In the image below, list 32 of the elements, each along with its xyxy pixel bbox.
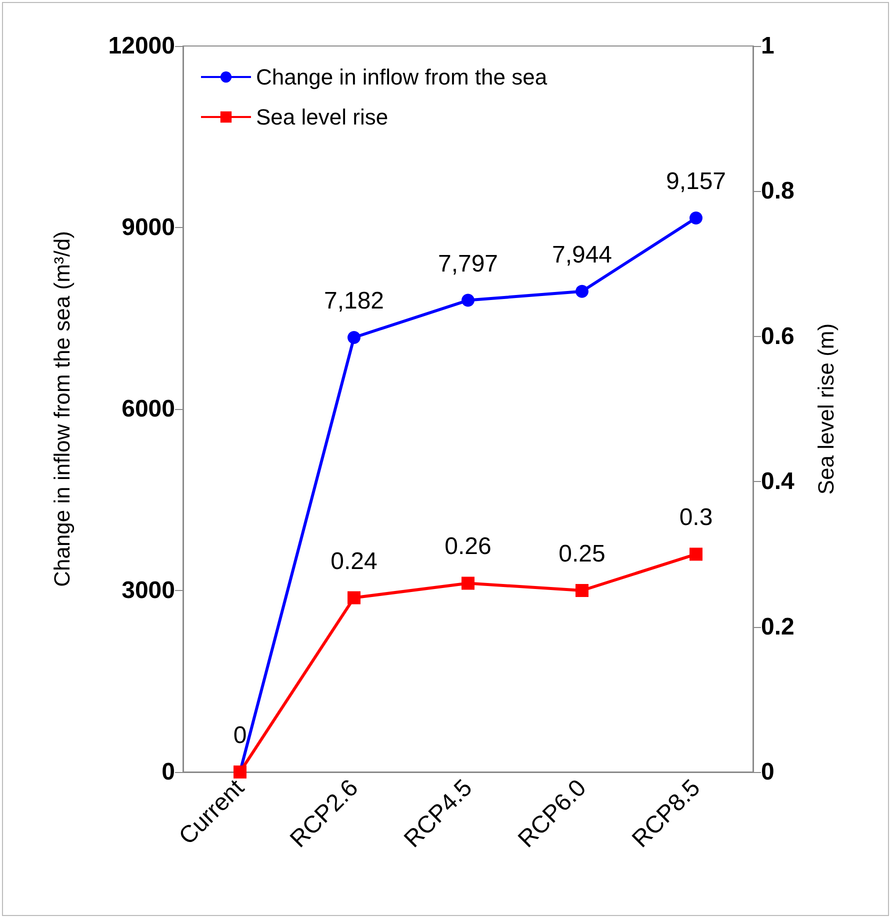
- point: [462, 294, 474, 307]
- data-label: 7,944: [552, 241, 612, 268]
- legend-label: Change in inflow from the sea: [256, 64, 548, 90]
- point: [690, 548, 702, 561]
- data-label: 9,157: [666, 168, 726, 195]
- y2-tick-label: 0.2: [761, 613, 794, 640]
- point: [690, 212, 702, 224]
- data-label: 0: [233, 722, 247, 749]
- y-tick-label: 3000: [122, 577, 175, 604]
- y-tick-label: 0: [162, 758, 175, 786]
- data-label: 0.25: [558, 540, 606, 568]
- y2-tick-label: 0.4: [761, 468, 796, 496]
- data-label: 0.24: [330, 548, 378, 575]
- data-label: 0.26: [444, 533, 492, 560]
- point: [462, 576, 474, 590]
- y-tick-label: 12000: [108, 32, 175, 60]
- y2-tick-label: 1: [761, 32, 774, 60]
- point: [576, 584, 588, 597]
- y2-tick-label: 0: [761, 758, 774, 786]
- y2-tick-label: 0.8: [761, 178, 794, 205]
- legend-label: Sea level rise: [256, 104, 388, 130]
- point: [348, 330, 360, 344]
- y-axis-title: Change in inflow from the sea (m³/d): [50, 231, 74, 587]
- y-tick-label: 6000: [122, 396, 175, 422]
- y2-tick-label: 0.6: [761, 322, 794, 350]
- y2-axis-title: Sea level rise (m): [814, 323, 838, 495]
- y-tick-label: 9000: [122, 214, 175, 241]
- point: [348, 591, 360, 604]
- data-label: 7,182: [324, 287, 384, 314]
- point: [576, 284, 588, 298]
- data-label: 0.3: [679, 504, 713, 532]
- data-label: 7,797: [438, 250, 498, 278]
